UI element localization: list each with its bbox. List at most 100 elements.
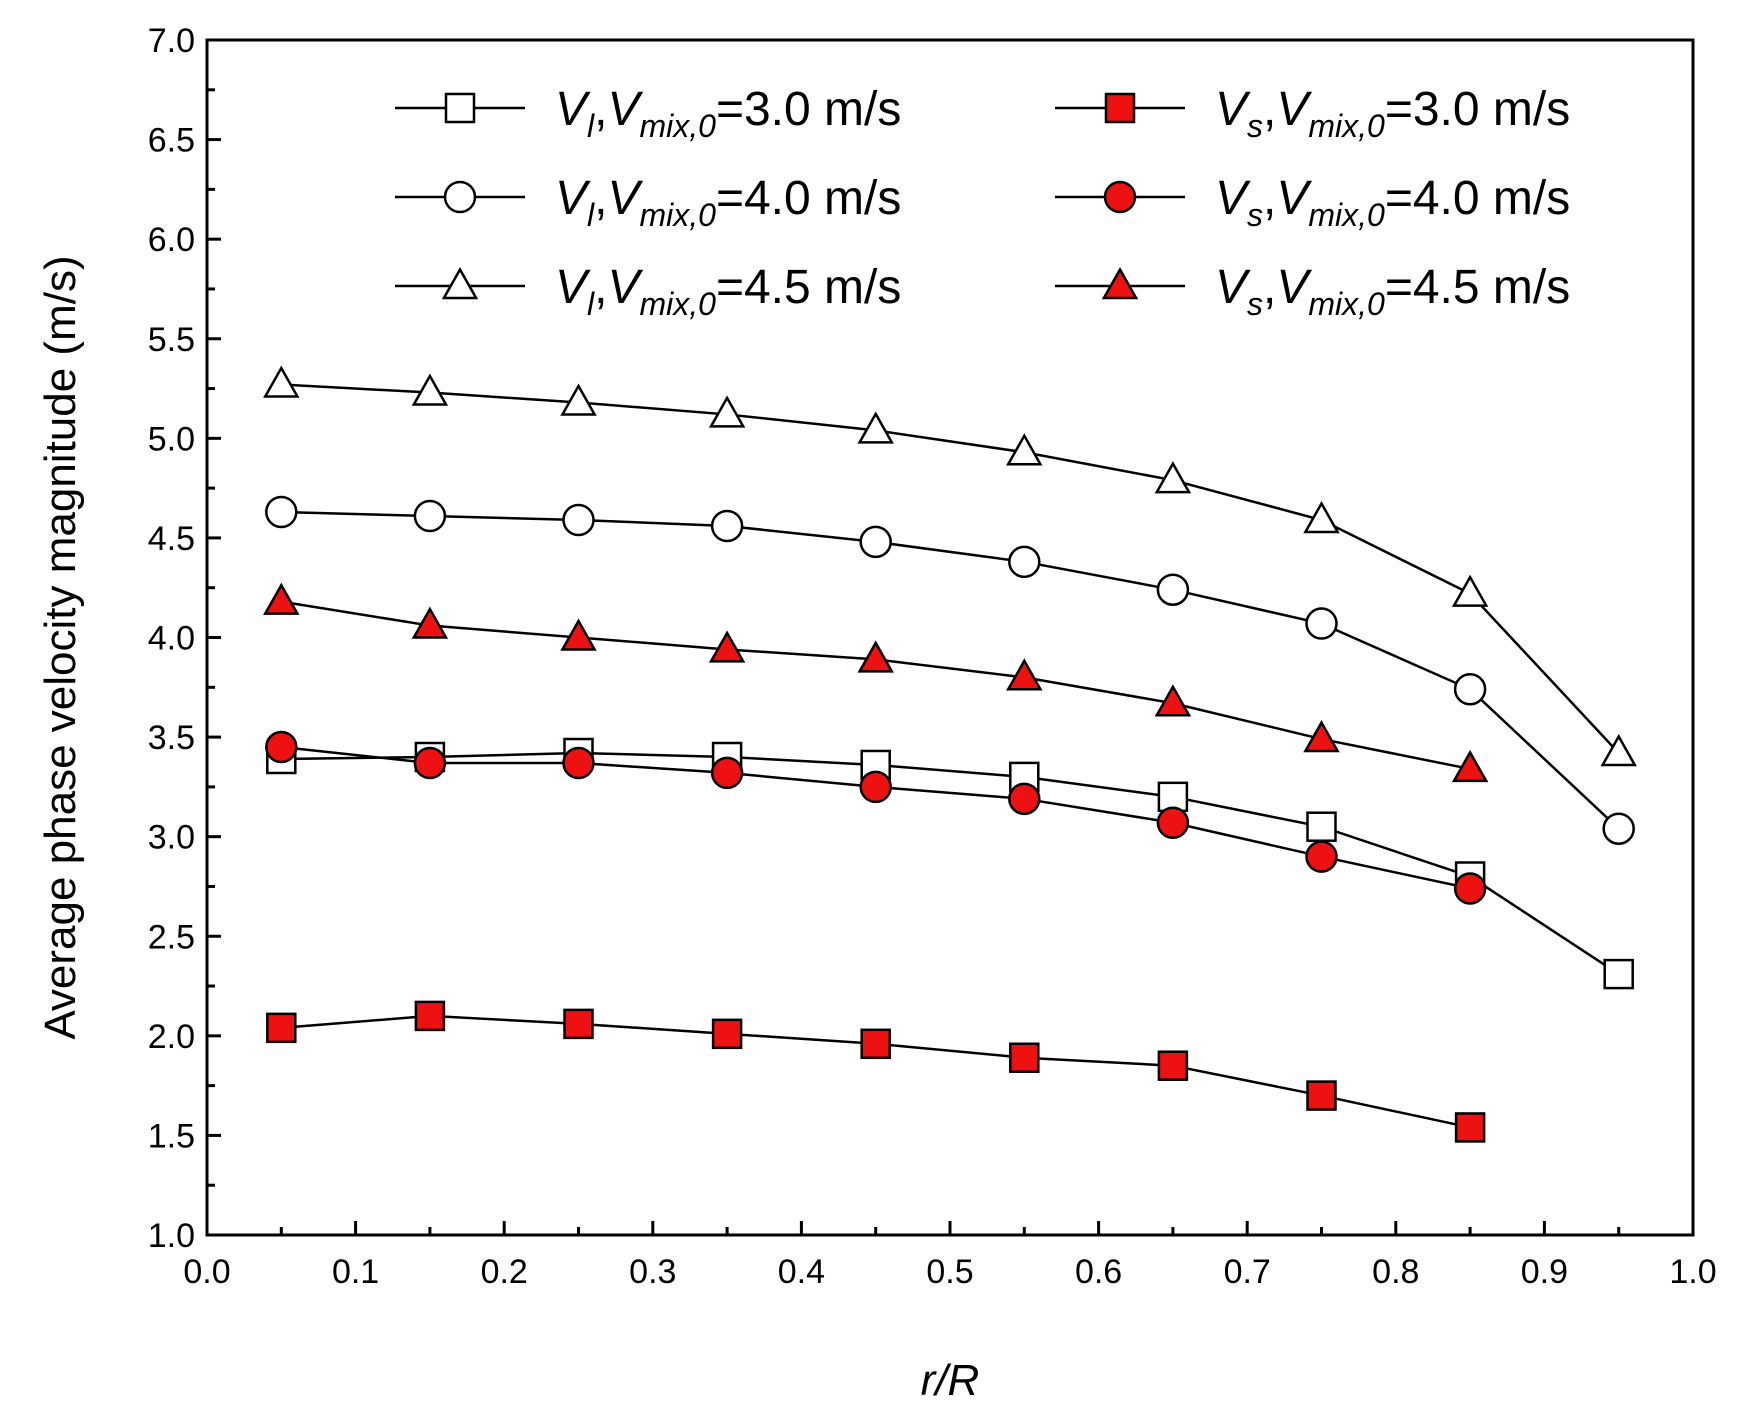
series-4	[266, 1000, 1486, 1143]
axes-layer: 0.0 0.1 0.2 0.3 0.4 0.5 0.6 0.7 0.8 0.9 1.0 1.0 1.5 2…	[148, 22, 1717, 1291]
data-point	[266, 1012, 297, 1044]
data-point	[1600, 733, 1637, 767]
series-line	[281, 510, 1620, 830]
y-tick-label: 1.5	[148, 1117, 195, 1155]
data-point	[265, 495, 298, 529]
data-point	[1157, 1050, 1189, 1081]
data-point	[708, 630, 746, 663]
data-point	[710, 509, 744, 543]
x-tick-label: 0.6	[1075, 1253, 1122, 1291]
y-tick-label: 6.5	[148, 122, 195, 160]
legend-marker	[1103, 180, 1137, 214]
data-point	[1156, 806, 1190, 839]
data-point	[1008, 782, 1041, 816]
data-point	[414, 1000, 446, 1032]
data-point	[1006, 433, 1043, 466]
data-point	[1008, 545, 1041, 579]
data-point	[560, 383, 597, 416]
x-tick-label: 0.1	[332, 1253, 379, 1291]
legend-label: Vl,Vmix,0=4.0 m/s	[555, 172, 901, 233]
series-layer	[263, 365, 1637, 1143]
data-point	[1156, 573, 1190, 606]
legend-marker	[1104, 92, 1136, 124]
series-line	[281, 600, 1471, 771]
data-point	[1453, 673, 1487, 706]
data-point	[411, 606, 449, 639]
data-point	[1453, 872, 1487, 905]
series-1	[266, 737, 1634, 990]
data-point	[560, 618, 597, 651]
data-point	[710, 756, 744, 790]
data-point	[860, 1028, 891, 1060]
data-point	[1006, 658, 1043, 691]
series-line	[281, 383, 1620, 754]
data-point	[1603, 958, 1634, 990]
data-point	[1303, 720, 1340, 753]
data-point	[562, 503, 595, 537]
legend-entry: Vs,Vmix,0=3.0 m/s	[1055, 83, 1570, 144]
data-point	[1306, 1080, 1337, 1111]
x-tick-label: 0.0	[183, 1253, 230, 1291]
legend-entry: Vl,Vmix,0=4.5 m/s	[395, 261, 901, 322]
y-tick-label: 5.5	[148, 321, 195, 359]
data-point	[263, 582, 300, 615]
data-point	[859, 525, 892, 559]
data-point	[563, 1008, 594, 1040]
x-tick-label: 0.2	[481, 1253, 528, 1291]
x-axis-title: r/R	[921, 1356, 980, 1405]
x-tick-label: 0.8	[1372, 1253, 1419, 1291]
data-point	[562, 746, 595, 780]
data-point	[263, 365, 300, 398]
legend-entry: Vs,Vmix,0=4.0 m/s	[1055, 172, 1570, 233]
y-tick-label: 2.5	[148, 918, 195, 956]
y-tick-label: 4.0	[148, 620, 195, 658]
data-point	[1009, 1042, 1040, 1073]
y-axis-title: Average phase velocity magnitude (m/s)	[36, 255, 85, 1039]
data-point	[411, 373, 449, 406]
x-tick-label: 0.4	[778, 1253, 825, 1291]
y-tick-label: 2.0	[148, 1018, 195, 1056]
x-tick-label: 0.3	[629, 1253, 676, 1291]
data-point	[1306, 811, 1337, 842]
y-tick-label: 5.0	[148, 420, 195, 458]
data-point	[1157, 781, 1189, 813]
data-point	[413, 746, 447, 780]
legend-marker	[441, 266, 479, 300]
x-tick-label: 0.9	[1521, 1253, 1568, 1291]
data-point	[1305, 840, 1338, 873]
series-6	[263, 582, 1489, 783]
data-point	[1303, 500, 1340, 534]
series-3	[263, 365, 1637, 767]
data-point	[265, 730, 298, 764]
legend: Vl,Vmix,0=3.0 m/s Vs,Vmix,0=3.0 m/s Vl,Vmi…	[395, 83, 1570, 322]
data-point	[708, 395, 746, 428]
series-5	[265, 730, 1487, 905]
legend-entry: Vs,Vmix,0=4.5 m/s	[1055, 261, 1570, 322]
data-point	[1154, 684, 1192, 717]
legend-marker	[1101, 266, 1139, 300]
legend-entry: Vl,Vmix,0=3.0 m/s	[395, 83, 901, 144]
data-point	[1454, 1112, 1486, 1143]
y-tick-label: 7.0	[148, 22, 195, 60]
legend-label: Vs,Vmix,0=4.5 m/s	[1215, 261, 1570, 322]
data-point	[711, 1018, 743, 1050]
series-line	[281, 751, 1620, 976]
legend-label: Vl,Vmix,0=4.5 m/s	[555, 261, 901, 322]
y-tick-label: 3.5	[148, 719, 195, 757]
data-point	[1305, 607, 1338, 640]
x-tick-label: 0.5	[926, 1253, 973, 1291]
legend-label: Vl,Vmix,0=3.0 m/s	[555, 83, 901, 144]
legend-entry: Vl,Vmix,0=4.0 m/s	[395, 172, 901, 233]
data-point	[857, 640, 894, 673]
y-tick-label: 1.0	[148, 1217, 195, 1255]
data-point	[857, 411, 894, 444]
data-point	[859, 770, 892, 804]
data-point	[413, 499, 447, 533]
data-point	[1154, 461, 1192, 494]
legend-label: Vs,Vmix,0=3.0 m/s	[1215, 83, 1570, 144]
y-tick-label: 4.5	[148, 520, 195, 558]
y-tick-label: 3.0	[148, 819, 195, 857]
data-point	[1451, 574, 1489, 607]
legend-marker	[443, 180, 477, 214]
